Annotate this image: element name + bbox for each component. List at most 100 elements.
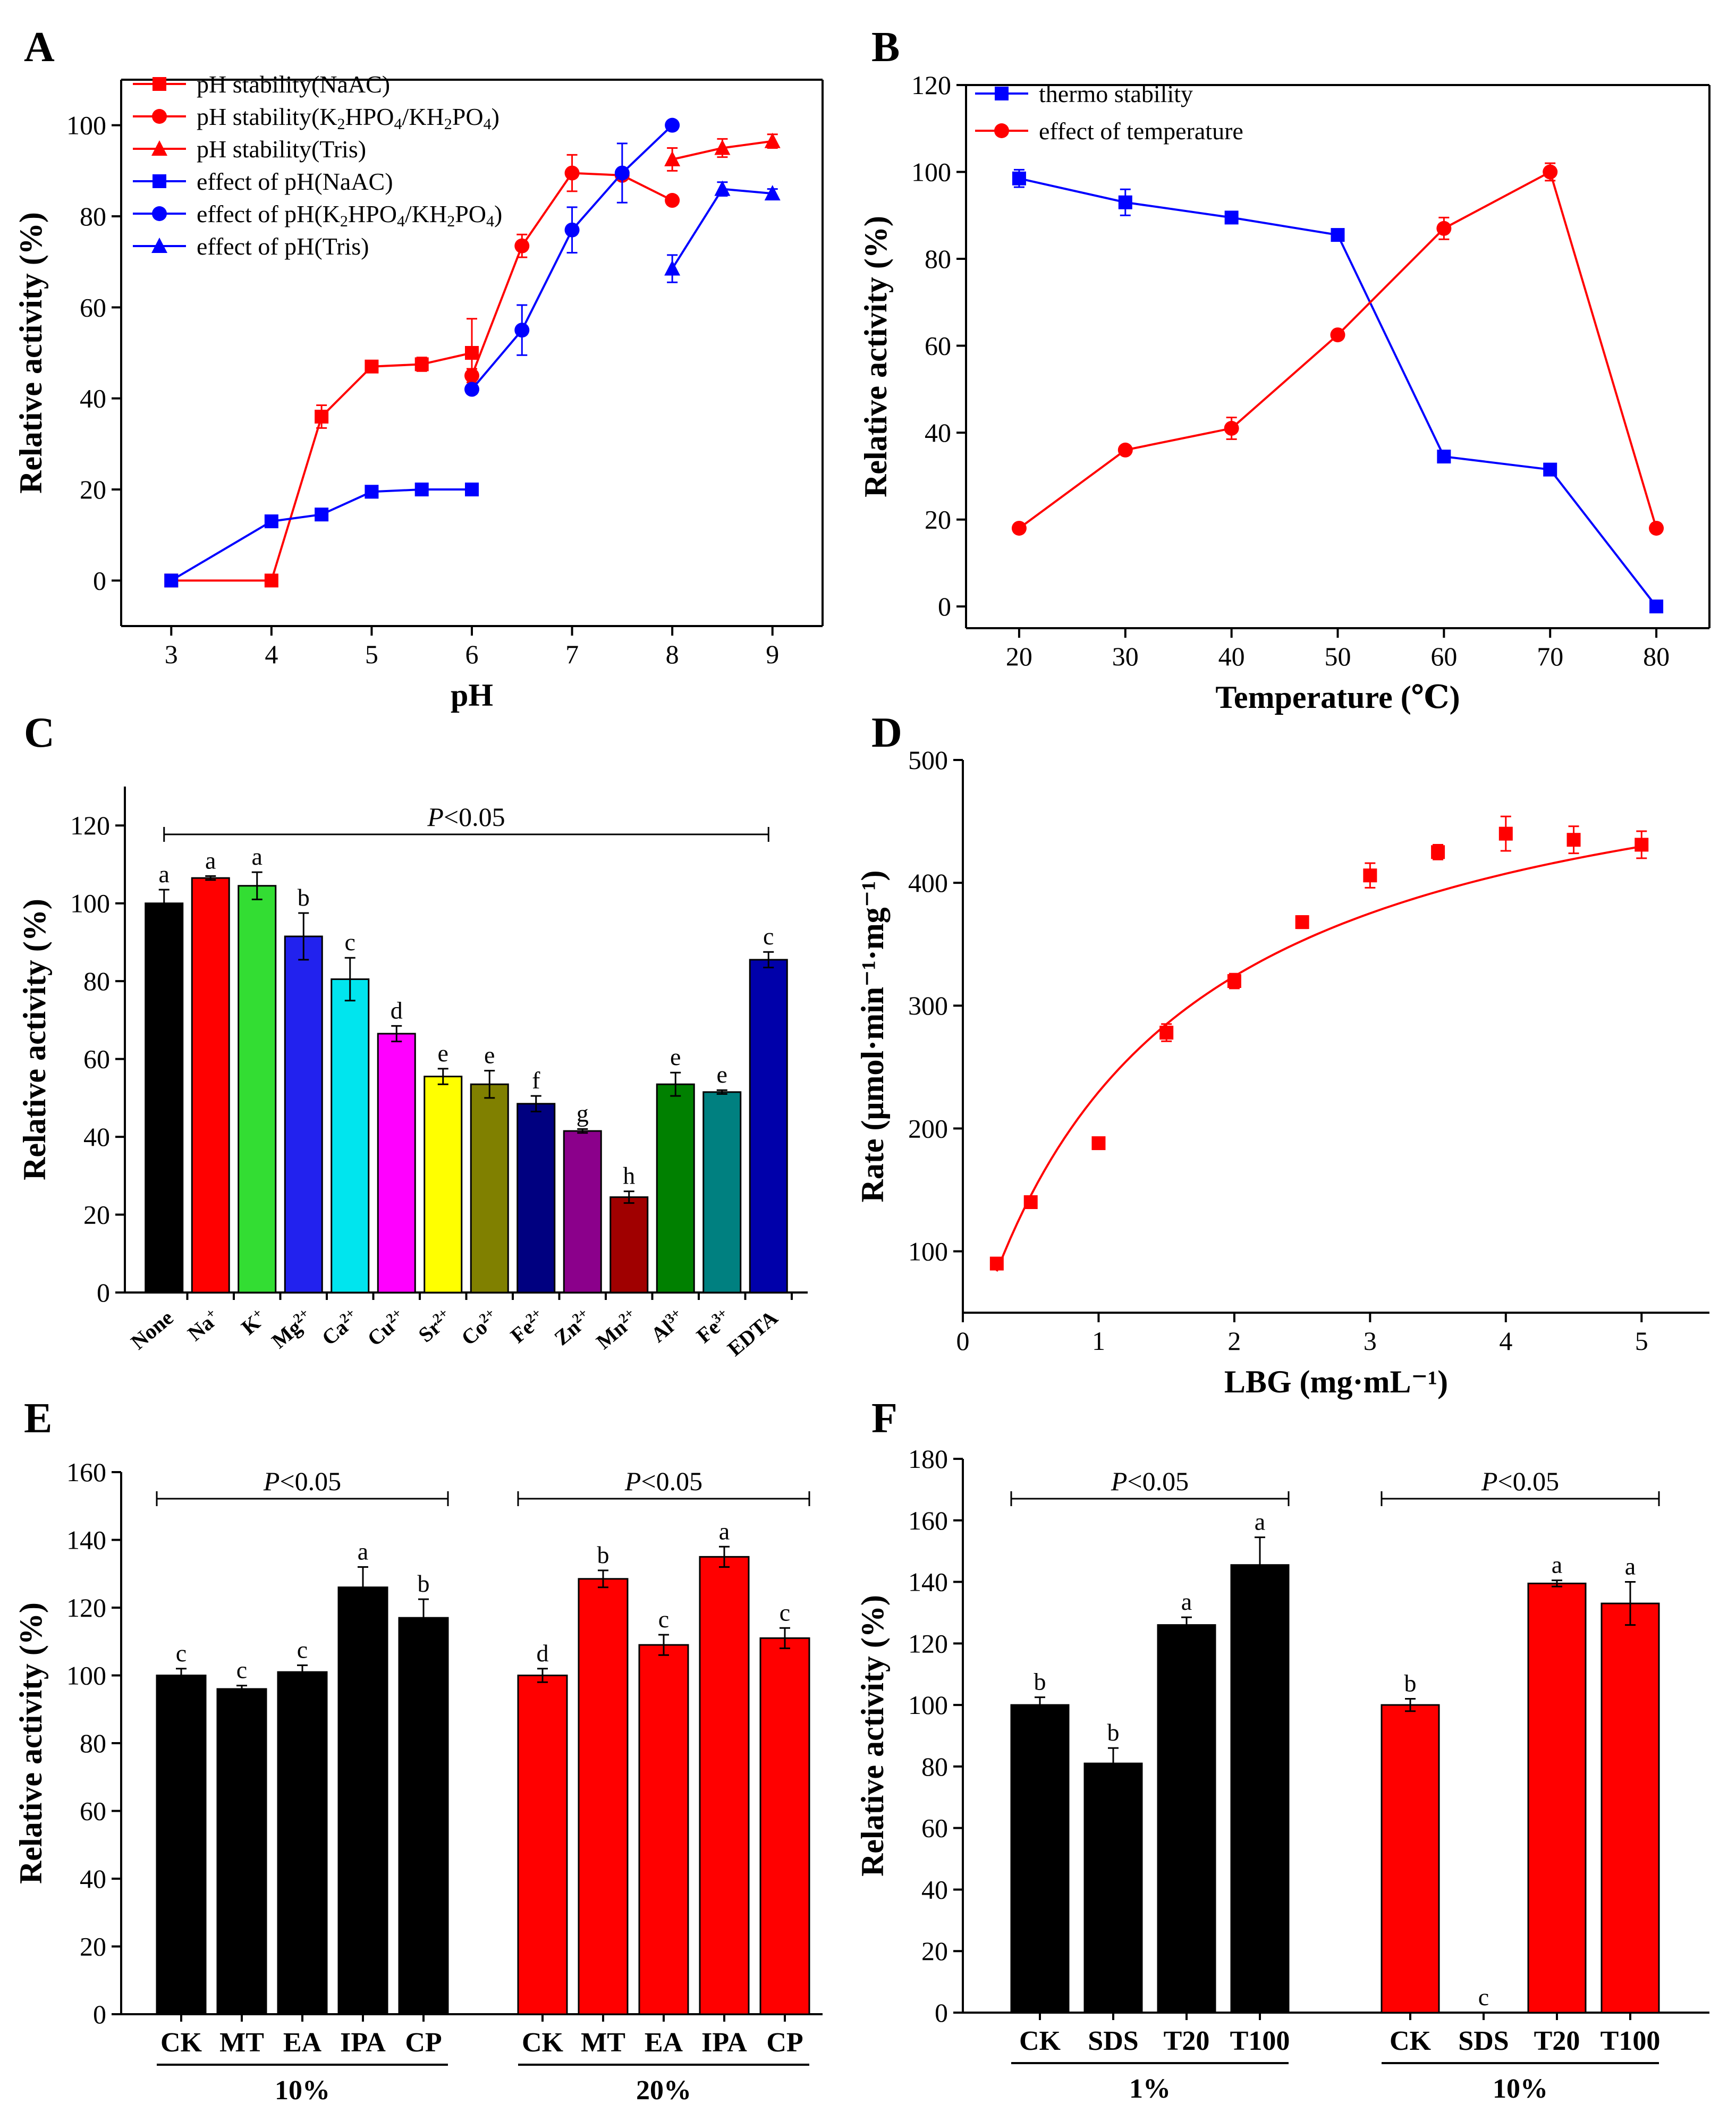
C-sig-letter: b xyxy=(298,884,310,911)
C-sig-letter: a xyxy=(205,847,216,874)
D-data-point xyxy=(1295,915,1309,930)
F-bar xyxy=(1083,1762,1143,2014)
E-sig-letter: b xyxy=(418,1570,430,1597)
A-data-point xyxy=(664,260,681,276)
D-ytick-label: 200 xyxy=(908,1113,948,1143)
A-xtick-label: 8 xyxy=(666,639,679,669)
B-ytick-label: 100 xyxy=(911,157,951,187)
F-sig-letter: a xyxy=(1552,1551,1562,1578)
C-ytick-label: 0 xyxy=(97,1278,110,1307)
C-category-label: Mg2+ xyxy=(267,1305,317,1353)
F-bar xyxy=(1381,1704,1440,2014)
C-bar xyxy=(284,935,323,1294)
F-ytick-label: 180 xyxy=(908,1444,948,1474)
C-category-label: Co2+ xyxy=(456,1305,503,1350)
A-series-line-0 xyxy=(171,352,472,582)
D-data-point xyxy=(1566,833,1581,847)
C-bar xyxy=(331,978,370,1294)
C-sig-letter: a xyxy=(159,860,170,888)
B-legend-marker xyxy=(994,123,1009,138)
E-bar xyxy=(699,1556,750,2015)
C-ytick-label: 100 xyxy=(70,889,110,918)
E-ytick-label: 100 xyxy=(66,1661,106,1691)
A-xtick-label: 9 xyxy=(766,639,779,669)
B-ytick-label: 0 xyxy=(938,592,951,621)
B-xtick-label: 70 xyxy=(1537,641,1563,671)
A-data-point xyxy=(365,359,379,374)
E-sig-letter: c xyxy=(236,1657,247,1684)
panel-label-f: F xyxy=(871,1395,897,1442)
A-data-point xyxy=(514,323,530,338)
F-ytick-label: 20 xyxy=(921,1936,948,1966)
A-ytick-label: 0 xyxy=(93,565,106,595)
B-data-point xyxy=(1224,420,1239,436)
C-bar xyxy=(749,959,788,1294)
B-ytick-label: 60 xyxy=(925,331,951,361)
F-ytick-label: 0 xyxy=(935,1998,948,2027)
C-category-label: Zn2+ xyxy=(549,1305,596,1350)
E-sig-letter: c xyxy=(297,1636,308,1663)
B-legend-entry: effect of temperature xyxy=(1039,117,1243,145)
A-legend-marker xyxy=(153,77,166,91)
D-fit-curve xyxy=(996,845,1642,1272)
E-sig-letter: c xyxy=(658,1606,669,1633)
A-data-point xyxy=(764,185,781,201)
A-data-point xyxy=(665,193,680,208)
panel-label-d: D xyxy=(871,709,902,756)
C-sig-letter: c xyxy=(763,923,774,950)
panel-label-e: E xyxy=(24,1395,52,1442)
E-bar xyxy=(759,1637,810,2015)
A-ytick-label: 100 xyxy=(66,111,106,140)
D-xtick-label: 3 xyxy=(1364,1326,1377,1356)
E-sig-letter: d xyxy=(537,1640,549,1667)
A-xlabel: pH xyxy=(451,678,493,713)
B-xtick-label: 60 xyxy=(1430,641,1457,671)
C-sig-letter: a xyxy=(252,843,262,870)
B-xtick-label: 20 xyxy=(1006,641,1032,671)
C-category-label: Ca2+ xyxy=(317,1305,364,1350)
panel-label-c: C xyxy=(24,709,55,756)
C-bar xyxy=(470,1083,509,1294)
D-data-point xyxy=(1431,845,1445,859)
C-ylabel: Relative activity (%) xyxy=(17,899,52,1180)
A-data-point xyxy=(164,573,179,588)
A-data-point xyxy=(365,485,379,499)
F-sig-letter: a xyxy=(1625,1553,1636,1580)
A-legend-marker xyxy=(151,140,167,156)
E-group-label: 20% xyxy=(636,2075,691,2106)
E-category-label: CP xyxy=(766,2027,803,2058)
A-xtick-label: 5 xyxy=(365,639,378,669)
C-category-label: Na+ xyxy=(182,1305,224,1346)
E-ytick-label: 140 xyxy=(66,1525,106,1555)
B-ytick-label: 20 xyxy=(925,505,951,535)
E-ytick-label: 60 xyxy=(80,1796,106,1826)
chart-d-kinetics: 100 200 300 400 500 0 1 2 3 4 5 LBG (mg·mL⁻¹) Rate (… xyxy=(855,745,1709,1399)
A-series-line-5 xyxy=(671,188,773,269)
C-category-label: None xyxy=(126,1305,178,1354)
F-group-label: 1% xyxy=(1129,2074,1171,2104)
F-sig-letter: b xyxy=(1034,1668,1046,1695)
A-data-point xyxy=(414,357,429,371)
E-sig-label: P<0.05 xyxy=(263,1466,341,1496)
A-data-point xyxy=(614,165,630,181)
B-data-point xyxy=(1330,327,1345,343)
D-xtick-label: 4 xyxy=(1499,1326,1512,1356)
A-data-point xyxy=(514,238,530,254)
D-ylabel: Rate (μmol·min⁻¹·mg⁻¹) xyxy=(855,871,890,1203)
E-bar xyxy=(277,1671,328,2015)
B-legend-entry: thermo stability xyxy=(1039,80,1193,107)
C-sig-letter: e xyxy=(670,1043,681,1070)
F-ylabel: Relative activity (%) xyxy=(855,1595,890,1877)
B-data-point xyxy=(1649,599,1664,614)
C-bar xyxy=(563,1130,602,1294)
A-data-point xyxy=(414,483,429,496)
C-ytick-label: 120 xyxy=(70,810,110,840)
F-bar xyxy=(1230,1564,1290,2014)
B-ytick-label: 120 xyxy=(911,70,951,100)
F-category-label: T20 xyxy=(1164,2026,1210,2056)
A-legend-entry: effect of pH(Tris) xyxy=(197,233,369,260)
E-bar xyxy=(517,1675,568,2015)
D-ytick-label: 300 xyxy=(908,991,948,1020)
E-sig-letter: c xyxy=(176,1640,187,1667)
